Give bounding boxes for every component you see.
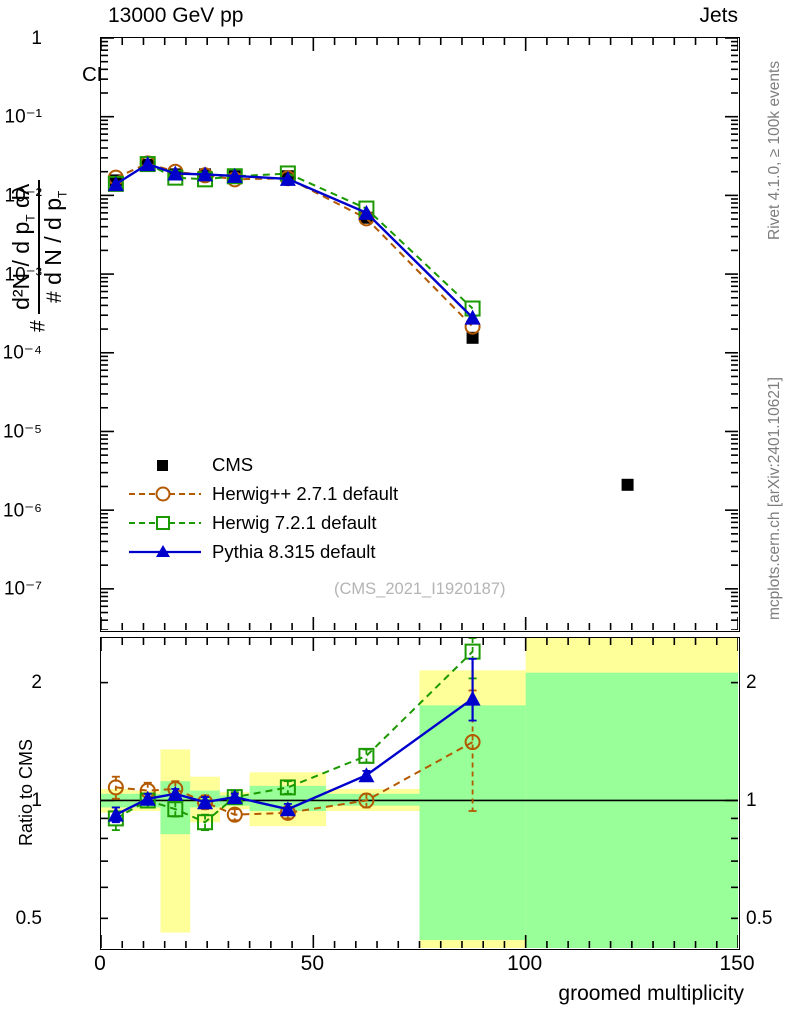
legend-key-cms (128, 455, 202, 475)
y-tick-ratio-left-0: 2 (31, 672, 42, 694)
y-tick-main-3: 10⁻³ (4, 264, 43, 286)
y-tick-main-0: 1 (31, 27, 42, 49)
x-tick-2: 100 (507, 952, 543, 975)
ratio-y-axis-title: Ratio to CMS (16, 738, 36, 846)
legend-item-herwigpp[interactable]: Herwig++ 2.7.1 default (128, 479, 398, 508)
y-tick-ratio-right-1: 1 (746, 790, 757, 812)
legend-label-herwigpp: Herwig++ 2.7.1 default (212, 482, 399, 504)
analysis-id-watermark: (CMS_2021_I1920187) (334, 580, 506, 598)
main-plot-svg (101, 38, 738, 630)
legend-label-cms: CMS (212, 453, 254, 475)
rivet-version-label: Rivet 4.1.0, ≥ 100k events (766, 60, 783, 240)
legend-item-herwig7[interactable]: Herwig 7.2.1 default (128, 508, 398, 537)
legend-key-pythia (128, 542, 202, 562)
y-axis-denominator: d N / d p (39, 197, 66, 285)
legend-item-pythia[interactable]: Pythia 8.315 default (128, 537, 398, 566)
legend: CMS Herwig++ 2.7.1 default Herwig 7.2.1 … (128, 450, 398, 566)
legend-key-herwig7 (128, 513, 202, 533)
main-plot-panel[interactable] (100, 37, 740, 632)
y-tick-main-1: 10⁻¹ (4, 106, 43, 128)
beam-energy-label: 13000 GeV pp (108, 4, 244, 27)
y-tick-ratio-right-0: 2 (746, 672, 757, 694)
y-tick-ratio-left-1: 1 (31, 790, 42, 812)
y-tick-ratio-right-2: 0.5 (746, 907, 773, 929)
legend-label-pythia: Pythia 8.315 default (212, 540, 376, 562)
x-tick-1: 50 (300, 952, 325, 975)
ratio-plot-panel[interactable] (100, 637, 740, 950)
x-tick-3: 150 (719, 952, 755, 975)
y-tick-main-6: 10⁻⁶ (3, 500, 42, 522)
mcplots-source-label: mcplots.cern.ch [arXiv:2401.10621] (766, 377, 783, 620)
legend-key-herwigpp (128, 484, 202, 504)
x-axis-title: groomed multiplicity (558, 982, 744, 1005)
legend-item-cms[interactable]: CMS (128, 450, 398, 479)
ratio-plot-svg (101, 638, 738, 948)
analysis-category-label: Jets (699, 4, 738, 27)
x-tick-0: 0 (94, 952, 106, 975)
legend-label-herwig7: Herwig 7.2.1 default (212, 511, 377, 533)
y-tick-main-5: 10⁻⁵ (2, 421, 42, 443)
y-tick-ratio-left-2: 0.5 (15, 907, 42, 929)
y-tick-main-7: 10⁻⁷ (3, 578, 42, 600)
y-tick-main-4: 10⁻⁴ (2, 342, 42, 364)
y-tick-main-2: 10⁻² (4, 185, 43, 207)
